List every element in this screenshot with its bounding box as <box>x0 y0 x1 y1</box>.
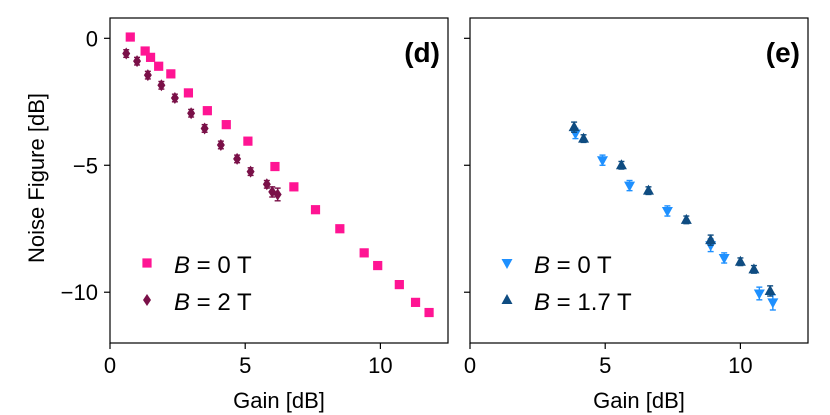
x-axis-label: Gain [dB] <box>233 388 325 413</box>
legend-marker <box>142 258 152 268</box>
data-point <box>680 213 692 224</box>
data-point <box>624 181 636 192</box>
panel-label: (e) <box>766 37 800 68</box>
data-point <box>578 132 590 143</box>
data-point <box>615 159 627 170</box>
data-point <box>424 307 434 318</box>
x-axis-label: Gain [dB] <box>593 388 685 413</box>
data-point <box>373 260 383 271</box>
data-point <box>166 69 176 79</box>
panel-label: (d) <box>404 37 440 68</box>
data-point <box>596 156 608 167</box>
x-tick-label: 0 <box>104 353 116 378</box>
data-point <box>243 136 253 146</box>
data-point <box>262 178 271 191</box>
legend-marker <box>143 294 151 306</box>
data-point <box>359 248 369 258</box>
data-point <box>289 182 299 192</box>
panel-d: 0 5 10 0 −5 −10 Gain [dB] (d) B = 0 T B = 2 T <box>61 17 449 413</box>
legend-label: B = 1.7 T <box>534 289 632 316</box>
data-point <box>154 61 164 71</box>
data-point <box>661 206 673 217</box>
data-point <box>642 184 654 195</box>
data-point <box>394 280 404 290</box>
series-b-0-t <box>125 32 434 318</box>
data-point <box>718 253 730 264</box>
x-tick-label: 0 <box>464 353 476 378</box>
data-point <box>187 107 196 120</box>
series-b-1-7-t <box>568 121 776 297</box>
data-point <box>767 298 779 309</box>
y-axis-label: Noise Figure [dB] <box>24 93 49 263</box>
data-point <box>183 88 194 98</box>
data-point <box>273 188 282 201</box>
data-point <box>133 55 142 68</box>
x-tick-label: 5 <box>239 353 251 378</box>
panel-e: 0 5 10 Gain [dB] (e) B = 0 T B = 1.7 T <box>464 17 809 413</box>
data-point <box>335 224 345 234</box>
plot-frame <box>469 17 809 344</box>
data-point <box>202 106 212 116</box>
legend: B = 0 T B = 1.7 T <box>501 252 632 316</box>
data-point <box>753 289 765 300</box>
data-point <box>270 161 280 172</box>
data-point <box>216 138 225 151</box>
legend-marker <box>501 259 513 269</box>
y-tick-label: −5 <box>73 153 98 178</box>
legend: B = 0 T B = 2 T <box>142 252 252 316</box>
y-tick-label: 0 <box>86 26 98 51</box>
y-tick-label: −10 <box>61 280 98 305</box>
legend-label: B = 0 T <box>534 252 612 279</box>
x-tick-label: 5 <box>599 353 611 378</box>
legend-label: B = 0 T <box>174 252 252 279</box>
data-point <box>734 255 746 266</box>
data-point <box>410 297 421 307</box>
data-point <box>568 121 580 132</box>
series-b-2-t <box>122 47 282 202</box>
data-point <box>157 79 166 92</box>
data-point <box>310 205 321 215</box>
data-point <box>764 284 776 295</box>
data-point <box>200 122 209 135</box>
x-tick-label: 10 <box>368 353 392 378</box>
data-point <box>145 52 156 62</box>
plot-frame <box>109 17 449 344</box>
series-b-0-t <box>569 127 779 311</box>
data-point <box>246 165 255 178</box>
data-point <box>705 234 717 245</box>
data-point <box>748 263 760 274</box>
data-point <box>122 47 131 60</box>
data-point <box>233 152 242 165</box>
data-point <box>140 46 150 56</box>
data-point <box>125 32 135 42</box>
x-tick-label: 10 <box>728 353 752 378</box>
data-point <box>143 69 152 82</box>
legend-label: B = 2 T <box>174 289 252 316</box>
legend-marker <box>501 294 513 304</box>
data-point <box>221 120 231 130</box>
data-point <box>170 91 179 104</box>
